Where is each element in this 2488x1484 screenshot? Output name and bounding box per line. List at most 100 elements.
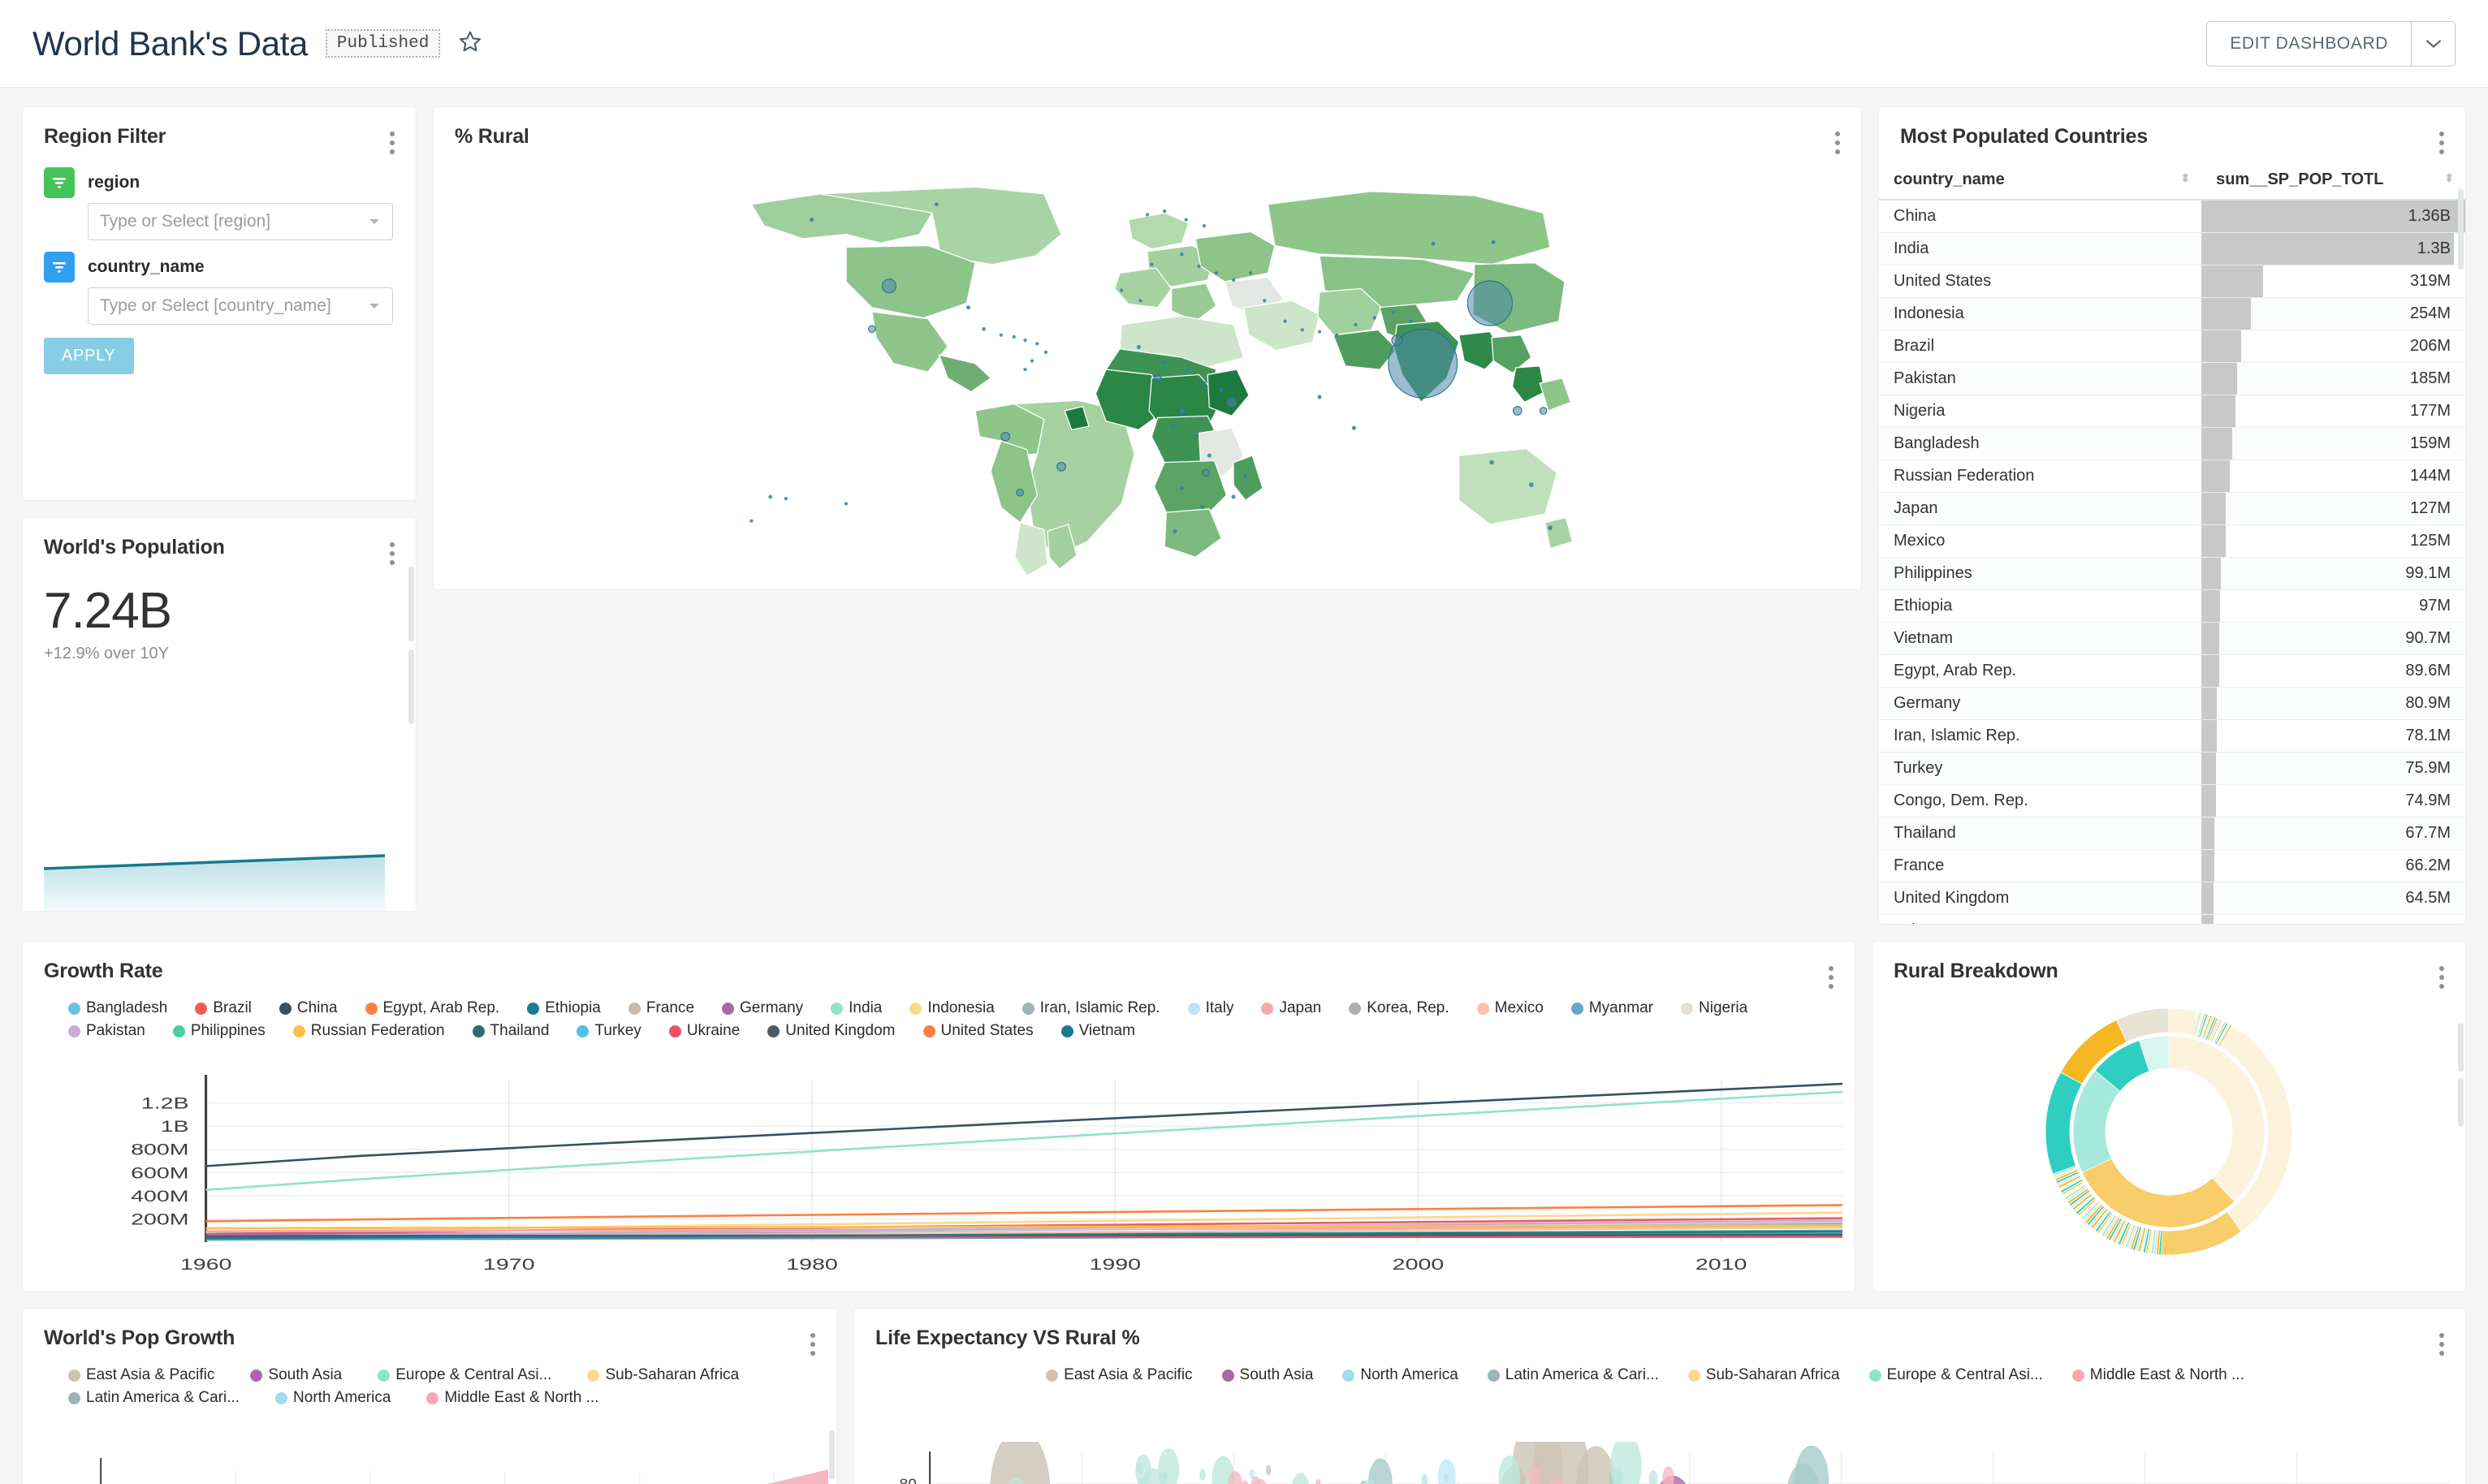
more-vertical-icon[interactable] — [2439, 132, 2444, 154]
more-vertical-icon[interactable] — [1835, 132, 1840, 154]
region-select-input[interactable]: Type or Select [region] — [88, 203, 393, 240]
legend-item[interactable]: Europe & Central Asi... — [378, 1366, 551, 1384]
legend-item[interactable]: Thailand — [472, 1022, 549, 1040]
table-row[interactable]: India 1.3B — [1879, 232, 2465, 265]
column-header-country[interactable]: country_name ⬍ — [1879, 162, 2202, 201]
legend-item[interactable]: East Asia & Pacific — [1046, 1366, 1193, 1384]
growth-rate-line-chart[interactable]: 200M 400M 600M 800M 1B 1.2B 1960 1970 1980 1990 20… — [23, 1072, 1855, 1291]
status-badge: Published — [325, 28, 441, 58]
legend-item[interactable]: Pakistan — [68, 1022, 145, 1040]
more-vertical-icon[interactable] — [2439, 966, 2444, 989]
legend-item[interactable]: South Asia — [250, 1366, 342, 1384]
legend-item[interactable]: South Asia — [1221, 1366, 1313, 1384]
legend-item[interactable]: Turkey — [577, 1022, 641, 1040]
legend-item[interactable]: Korea, Rep. — [1349, 999, 1449, 1017]
more-vertical-icon[interactable] — [390, 132, 395, 154]
table-row[interactable]: Iran, Islamic Rep. 78.1M — [1879, 719, 2465, 753]
table-row[interactable]: China 1.36B — [1879, 200, 2465, 233]
legend-item[interactable]: Sub-Saharan Africa — [1687, 1366, 1840, 1384]
table-row[interactable]: United States 319M — [1879, 265, 2465, 298]
legend-item[interactable]: Europe & Central Asi... — [1868, 1366, 2043, 1384]
legend-item[interactable]: Myanmar — [1570, 999, 1653, 1017]
dashboard-header: World Bank's Data Published EDIT DASHBOA… — [0, 0, 2488, 88]
chevron-down-icon — [369, 219, 379, 224]
table-row[interactable]: Germany 80.9M — [1879, 687, 2465, 720]
legend-color-swatch — [1476, 1002, 1489, 1015]
table-row[interactable]: Russian Federation 144M — [1879, 459, 2465, 493]
apply-button[interactable]: APPLY — [44, 338, 134, 374]
legend-item[interactable]: Philippines — [172, 1022, 266, 1040]
legend-item[interactable]: Latin America & Cari... — [68, 1389, 240, 1407]
table-row[interactable]: France 66.2M — [1879, 849, 2465, 882]
legend-item[interactable]: Ethiopia — [527, 999, 601, 1017]
legend-item[interactable]: United Kingdom — [767, 1022, 896, 1040]
more-vertical-icon[interactable] — [2439, 1333, 2444, 1356]
table-row[interactable]: Congo, Dem. Rep. 74.9M — [1879, 784, 2465, 817]
legend-item[interactable]: Indonesia — [909, 999, 995, 1017]
legend-label: Bangladesh — [86, 999, 168, 1016]
legend-color-swatch — [1022, 1002, 1035, 1015]
legend-item[interactable]: Vietnam — [1060, 1022, 1135, 1040]
table-row[interactable]: Egypt, Arab Rep. 89.6M — [1879, 654, 2465, 688]
legend-item[interactable]: North America — [1342, 1366, 1458, 1384]
scroll-nub[interactable] — [408, 649, 414, 724]
legend-item[interactable]: France — [628, 999, 694, 1017]
rural-breakdown-donut-chart[interactable] — [1872, 987, 2465, 1279]
legend-item[interactable]: Middle East & North ... — [2071, 1366, 2244, 1384]
scroll-nub[interactable] — [2458, 1023, 2464, 1072]
legend-item[interactable]: Iran, Islamic Rep. — [1022, 999, 1160, 1017]
legend-item[interactable]: Latin America & Cari... — [1487, 1366, 1659, 1384]
legend-item[interactable]: Middle East & North ... — [426, 1389, 598, 1407]
legend-item[interactable]: Italy — [1187, 999, 1233, 1017]
table-row[interactable]: Mexico 125M — [1879, 524, 2465, 558]
table-row[interactable]: Japan 127M — [1879, 492, 2465, 525]
legend-item[interactable]: Egypt, Arab Rep. — [365, 999, 499, 1017]
edit-dashboard-button[interactable]: EDIT DASHBOARD — [2206, 20, 2412, 67]
legend-item[interactable]: Brazil — [195, 999, 252, 1017]
table-row[interactable]: United Kingdom 64.5M — [1879, 882, 2465, 915]
scroll-nub[interactable] — [2458, 188, 2464, 270]
table-row[interactable]: Pakistan 185M — [1879, 362, 2465, 395]
legend-item[interactable]: Ukraine — [668, 1022, 740, 1040]
life-expectancy-scatter-chart[interactable]: 50607080 — [854, 1442, 2465, 1484]
table-row[interactable]: Nigeria 177M — [1879, 395, 2465, 428]
legend-item[interactable]: Nigeria — [1681, 999, 1747, 1017]
legend-item[interactable]: China — [279, 999, 338, 1017]
scroll-nub[interactable] — [829, 1430, 835, 1479]
cell-population: 127M — [2201, 492, 2465, 525]
legend-item[interactable]: Japan — [1261, 999, 1321, 1017]
legend-color-swatch — [1261, 1002, 1274, 1015]
legend-item[interactable]: Germany — [722, 999, 803, 1017]
legend-item[interactable]: United States — [922, 1022, 1034, 1040]
star-icon[interactable] — [458, 29, 482, 58]
cell-country-name: India — [1879, 232, 2202, 265]
more-vertical-icon[interactable] — [390, 542, 395, 565]
more-vertical-icon[interactable] — [1829, 966, 1834, 989]
legend-color-swatch — [628, 1002, 641, 1015]
table-row[interactable]: Turkey 75.9M — [1879, 752, 2465, 785]
table-row[interactable]: Italy61.3M — [1879, 914, 2465, 924]
legend-item[interactable]: North America — [275, 1389, 391, 1407]
table-row[interactable]: Indonesia 254M — [1879, 297, 2465, 330]
worlds-pop-growth-area-chart[interactable]: 02B4B6B196019701980199020002010 — [23, 1450, 836, 1484]
country-select-input[interactable]: Type or Select [country_name] — [88, 287, 393, 325]
more-vertical-icon[interactable] — [810, 1333, 815, 1356]
legend-item[interactable]: East Asia & Pacific — [68, 1366, 214, 1384]
world-choropleth-map[interactable] — [442, 153, 1853, 583]
table-row[interactable]: Ethiopia 97M — [1879, 589, 2465, 623]
legend-item[interactable]: Mexico — [1476, 999, 1544, 1017]
table-row[interactable]: Thailand 67.7M — [1879, 817, 2465, 850]
legend-item[interactable]: India — [831, 999, 882, 1017]
legend-item[interactable]: Sub-Saharan Africa — [587, 1366, 739, 1384]
scroll-nub[interactable] — [408, 567, 414, 641]
legend-item[interactable]: Bangladesh — [68, 999, 167, 1017]
scroll-nub[interactable] — [2458, 1078, 2464, 1127]
table-row[interactable]: Bangladesh 159M — [1879, 427, 2465, 460]
chevron-down-icon[interactable] — [2412, 20, 2456, 67]
table-row[interactable]: Vietnam 90.7M — [1879, 622, 2465, 655]
table-row[interactable]: Brazil 206M — [1879, 330, 2465, 363]
legend-item[interactable]: Russian Federation — [292, 1022, 445, 1040]
cell-population: 125M — [2201, 524, 2465, 558]
table-row[interactable]: Philippines 99.1M — [1879, 557, 2465, 590]
column-header-population[interactable]: sum__SP_POP_TOTL ⬍ — [2201, 162, 2465, 201]
